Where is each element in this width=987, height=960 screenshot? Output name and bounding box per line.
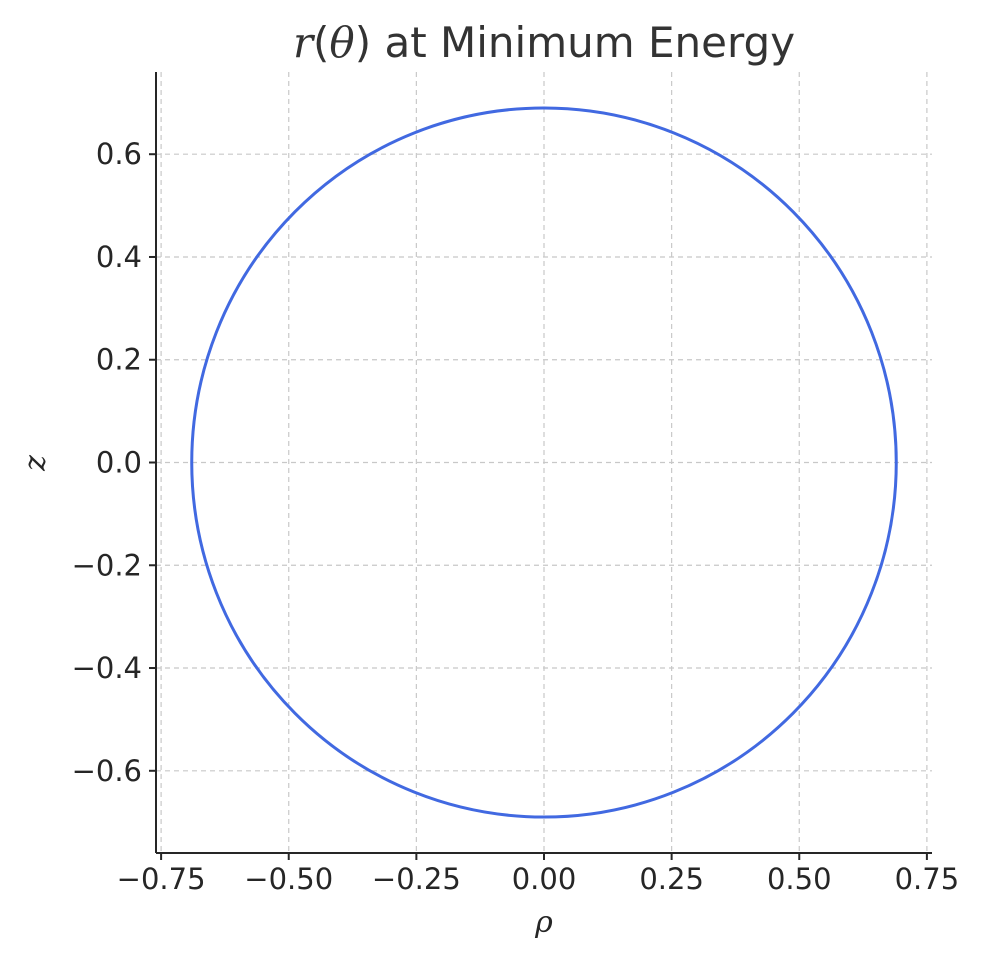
x-tick-label-5: 0.50 [767,862,832,896]
x-tick-label-6: 0.75 [895,862,960,896]
grid-lines [156,72,932,853]
x-tick-label-3: 0.00 [512,862,577,896]
chart-title: r(θ) at Minimum Energy [293,18,795,67]
title-argument: θ [329,18,354,67]
y-tick-label-0: −0.6 [72,754,142,788]
title-function: r [293,18,316,67]
y-tick-label-4: 0.2 [96,343,142,377]
title-close-paren: ) [355,18,371,67]
title-rest: at Minimum Energy [371,18,795,67]
y-tick-label-1: −0.4 [72,651,142,685]
title-open-paren: ( [313,18,329,67]
y-tick-label-6: 0.6 [96,137,142,171]
y-tick-label-5: 0.4 [96,240,142,274]
series-curve-0 [190,106,898,819]
y-tick-label-3: 0.0 [96,446,142,480]
y-tick-label-2: −0.2 [72,548,142,582]
x-axis-label: ρ [534,905,553,940]
x-tick-label-2: −0.25 [372,862,461,896]
y-axis-label: z [18,455,53,472]
ticks: −0.75 −0.50 −0.25 0.00 0.25 0.50 0.75 −0.6 −0.4 −… [72,137,960,896]
plot-series [190,106,898,819]
x-tick-label-0: −0.75 [117,862,206,896]
x-tick-label-4: 0.25 [639,862,704,896]
x-tick-label-1: −0.50 [244,862,333,896]
